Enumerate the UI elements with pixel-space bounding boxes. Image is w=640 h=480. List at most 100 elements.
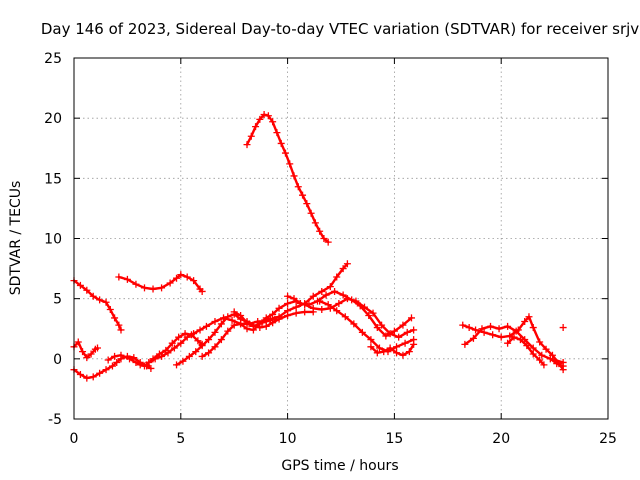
series-seg-6: [104, 314, 279, 370]
series-seg-1: [70, 277, 125, 334]
data-point: [104, 356, 112, 364]
data-point: [469, 334, 477, 342]
data-point: [106, 305, 114, 313]
data-point: [290, 295, 298, 303]
data-point: [267, 315, 275, 323]
data-point: [369, 309, 377, 317]
data-point: [301, 308, 309, 316]
data-point: [140, 284, 148, 292]
y-axis-label: SDTVAR / TECUs: [8, 181, 24, 296]
data-point: [269, 118, 277, 126]
data-point: [243, 141, 251, 149]
data-point: [228, 316, 236, 324]
series-seg-13: [367, 340, 418, 359]
data-point: [480, 328, 488, 336]
data-point: [373, 324, 381, 332]
data-point: [143, 361, 151, 369]
data-point: [190, 277, 198, 285]
data-point: [331, 287, 339, 295]
data-point: [74, 338, 82, 346]
y-tick-label: 20: [44, 111, 62, 127]
series-trace: [245, 113, 330, 244]
data-point: [309, 304, 317, 312]
data-point: [410, 340, 418, 348]
data-point: [113, 358, 121, 366]
x-tick-label: 20: [492, 431, 510, 447]
data-point: [316, 297, 324, 305]
data-point: [149, 355, 157, 363]
data-point: [311, 219, 319, 227]
series-seg-14: [459, 313, 567, 374]
data-point: [230, 308, 238, 316]
data-point: [316, 227, 324, 235]
data-point: [177, 339, 185, 347]
data-point: [243, 325, 251, 333]
data-point: [170, 344, 178, 352]
data-point: [187, 331, 195, 339]
data-point: [333, 307, 341, 315]
x-tick-label: 0: [70, 431, 79, 447]
y-tick-label: 5: [53, 292, 62, 308]
data-point: [536, 356, 544, 364]
data-point: [546, 355, 554, 363]
data-point: [393, 343, 401, 351]
data-point: [264, 112, 272, 120]
series-seg-7: [143, 330, 206, 369]
data-point: [380, 348, 388, 356]
series-seg-10: [230, 260, 351, 330]
data-point: [367, 343, 375, 351]
data-point: [247, 132, 255, 140]
data-point: [83, 374, 91, 382]
data-point: [126, 355, 134, 363]
data-point: [358, 328, 366, 336]
data-point: [273, 129, 281, 137]
data-point: [93, 344, 101, 352]
data-point: [525, 313, 533, 321]
data-point: [217, 320, 225, 328]
data-point: [461, 340, 469, 348]
data-point: [83, 286, 91, 294]
data-point: [281, 149, 289, 157]
data-point: [76, 370, 84, 378]
data-point: [155, 350, 163, 358]
data-point: [382, 332, 390, 340]
data-point: [504, 322, 512, 330]
data-point: [299, 191, 307, 199]
data-point: [296, 299, 304, 307]
data-point: [303, 200, 311, 208]
data-point: [123, 275, 131, 283]
data-point: [307, 209, 315, 217]
data-point: [339, 265, 347, 273]
data-point: [538, 351, 546, 359]
data-point: [185, 352, 193, 360]
data-point: [378, 321, 386, 329]
data-point: [136, 361, 144, 369]
series-seg-11: [284, 287, 415, 340]
data-point: [290, 172, 298, 180]
data-point: [179, 357, 187, 365]
data-point: [459, 321, 467, 329]
data-point: [162, 346, 170, 354]
data-point: [243, 319, 251, 327]
y-tick-label: 10: [44, 232, 62, 248]
data-point: [132, 358, 140, 366]
data-point: [183, 273, 191, 281]
series-trace: [72, 279, 123, 332]
y-tick-label: -5: [48, 412, 62, 428]
data-point: [224, 327, 232, 335]
data-point: [132, 280, 140, 288]
data-point: [410, 326, 418, 334]
data-point: [284, 307, 292, 315]
data-point: [275, 313, 283, 321]
data-point: [373, 349, 381, 357]
series-seg-8: [173, 308, 317, 369]
data-point: [269, 319, 277, 327]
data-point: [510, 333, 518, 341]
data-point: [399, 351, 407, 359]
data-point: [237, 320, 245, 328]
data-point: [529, 324, 537, 332]
data-point: [194, 337, 202, 345]
data-point: [529, 344, 537, 352]
data-point: [149, 285, 157, 293]
